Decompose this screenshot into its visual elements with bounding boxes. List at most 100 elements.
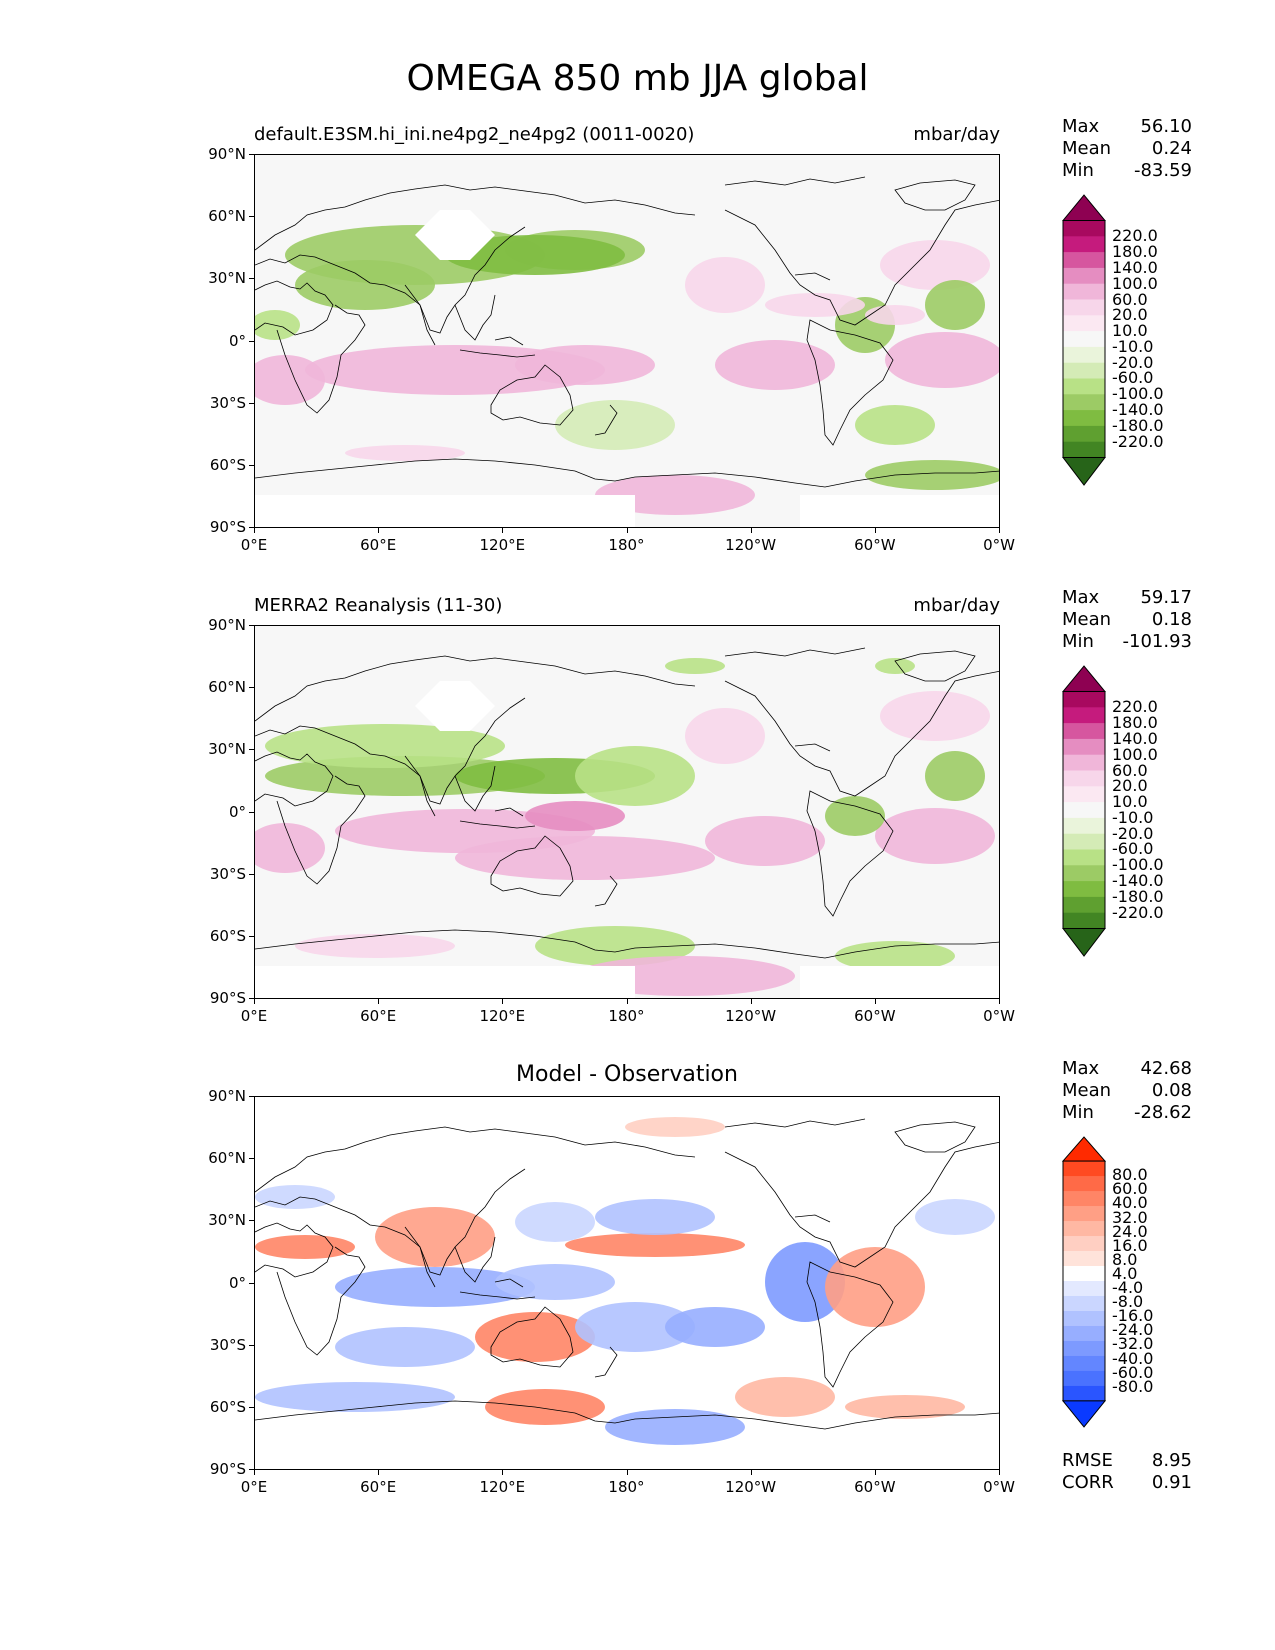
contour-region (865, 460, 999, 490)
contour-region (665, 1307, 765, 1347)
lat-tick-label: 60°N (208, 207, 246, 226)
coastline (276, 304, 366, 414)
stat-label: Min (1062, 1102, 1094, 1123)
lat-tick-mark (249, 216, 254, 218)
lat-tick-label: 30°S (209, 864, 246, 883)
lon-tick-label: 60°E (360, 1007, 397, 1025)
lon-tick-mark (626, 1470, 628, 1475)
colorbar-segment (1063, 817, 1105, 835)
lat-tick-mark (249, 935, 254, 937)
contour-region (735, 1377, 835, 1417)
colorbar-segment (1063, 1161, 1105, 1177)
contour-region (925, 280, 985, 330)
colorbar-segment (1063, 1221, 1105, 1237)
colorbar-extend-top (1061, 1136, 1107, 1162)
lon-tick-label: 120°E (479, 1478, 526, 1496)
colorbar-segment (1063, 1281, 1105, 1297)
lon-tick-mark (750, 999, 752, 1004)
stat-row: Max 42.68 (1062, 1058, 1192, 1080)
stat-row: Min -83.59 (1062, 160, 1192, 182)
coastline (255, 1400, 999, 1430)
stat-value: 42.68 (1140, 1058, 1192, 1079)
lat-tick-mark (249, 340, 254, 342)
coastline (255, 184, 696, 251)
contour-region (515, 1202, 595, 1242)
lat-tick-label: 60°N (208, 1149, 246, 1168)
stat-label: RMSE (1062, 1450, 1113, 1471)
stat-label: Mean (1062, 609, 1112, 630)
stat-row: RMSE 8.95 (1062, 1450, 1192, 1472)
lat-tick-mark (249, 749, 254, 751)
colorbar-tick-label: 100.0 (1112, 744, 1158, 764)
lon-tick-mark (502, 1470, 504, 1475)
lat-tick-label: 0° (228, 1273, 246, 1292)
colorbar (1061, 665, 1107, 961)
panel-left-label: MERRA2 Reanalysis (11-30) (254, 595, 503, 616)
missing-data-region (415, 681, 495, 731)
coastline (724, 176, 866, 186)
lat-tick-mark (249, 1096, 254, 1097)
lon-tick-label: 0°E (240, 1007, 268, 1025)
lat-tick-label: 30°N (208, 269, 246, 288)
stat-label: Max (1062, 1058, 1100, 1079)
map-panel (254, 1096, 1000, 1470)
lat-tick-label: 30°S (209, 393, 246, 412)
colorbar-tick-label: -24.0 (1112, 1320, 1154, 1340)
stat-label: Mean (1062, 138, 1112, 159)
lon-tick-mark (378, 999, 380, 1004)
stats-block: Max 59.17 Mean 0.18 Min -101.93 (1062, 587, 1192, 653)
lat-tick-label: 90°N (208, 616, 246, 634)
colorbar-tick-label: -80.0 (1112, 1376, 1154, 1396)
lon-tick-label: 0°W (983, 1478, 1015, 1496)
colorbar-extend-bottom (1061, 456, 1107, 486)
coastline (404, 284, 436, 346)
coastline (454, 294, 496, 341)
contour-region (495, 1264, 615, 1300)
contour-region (555, 400, 675, 450)
colorbar-tick-label: -40.0 (1112, 1348, 1154, 1368)
colorbar-tick-label: -8.0 (1112, 1292, 1144, 1312)
lon-tick-mark (750, 1470, 752, 1475)
colorbar-tick-label: 80.0 (1112, 1165, 1148, 1185)
colorbar-segment (1063, 410, 1105, 427)
contour-region (835, 941, 955, 971)
lat-tick-label: 60°S (209, 926, 246, 945)
colorbar-segment (1063, 770, 1105, 787)
coastline (594, 1346, 618, 1378)
contour-region (875, 658, 915, 674)
lon-tick-mark (874, 528, 876, 533)
colorbar-tick-label: 60.0 (1112, 289, 1148, 309)
coastline (255, 929, 999, 959)
coastline (724, 1141, 999, 1268)
colorbar-tick-label: -100.0 (1112, 384, 1164, 404)
colorbar-tick-label: -220.0 (1112, 431, 1164, 451)
lat-tick-mark (249, 402, 254, 404)
colorbar-canvas (1061, 194, 1107, 486)
colorbar-extend-bottom (1061, 927, 1107, 957)
coastline (806, 790, 894, 917)
lat-tick-label: 60°N (208, 678, 246, 697)
lon-tick-mark (378, 1470, 380, 1475)
missing-data-region (800, 495, 999, 527)
missing-data-region (415, 210, 495, 260)
coastline (490, 1306, 574, 1368)
contour-region (445, 235, 625, 275)
coastline (594, 404, 618, 436)
colorbar-tick-label: 60.0 (1112, 760, 1148, 780)
map-canvas (255, 176, 999, 527)
colorbar-tick-label: 24.0 (1112, 1221, 1148, 1241)
colorbar-segment (1063, 378, 1105, 395)
colorbar-segment (1063, 1206, 1105, 1222)
missing-data-region (800, 966, 999, 998)
colorbar-segment (1063, 881, 1105, 898)
colorbar-segment (1063, 267, 1105, 285)
coastline (255, 1222, 334, 1278)
lat-tick-mark (249, 527, 254, 528)
panel-center-label: Model - Observation (516, 1062, 738, 1087)
panel-units-label: mbar/day (913, 124, 1000, 145)
stat-label: Min (1062, 631, 1094, 652)
colorbar-segment (1063, 1266, 1105, 1282)
lon-tick-label: 180° (608, 1478, 645, 1496)
stat-row: Max 59.17 (1062, 587, 1192, 609)
colorbar-tick-label: 20.0 (1112, 305, 1148, 325)
